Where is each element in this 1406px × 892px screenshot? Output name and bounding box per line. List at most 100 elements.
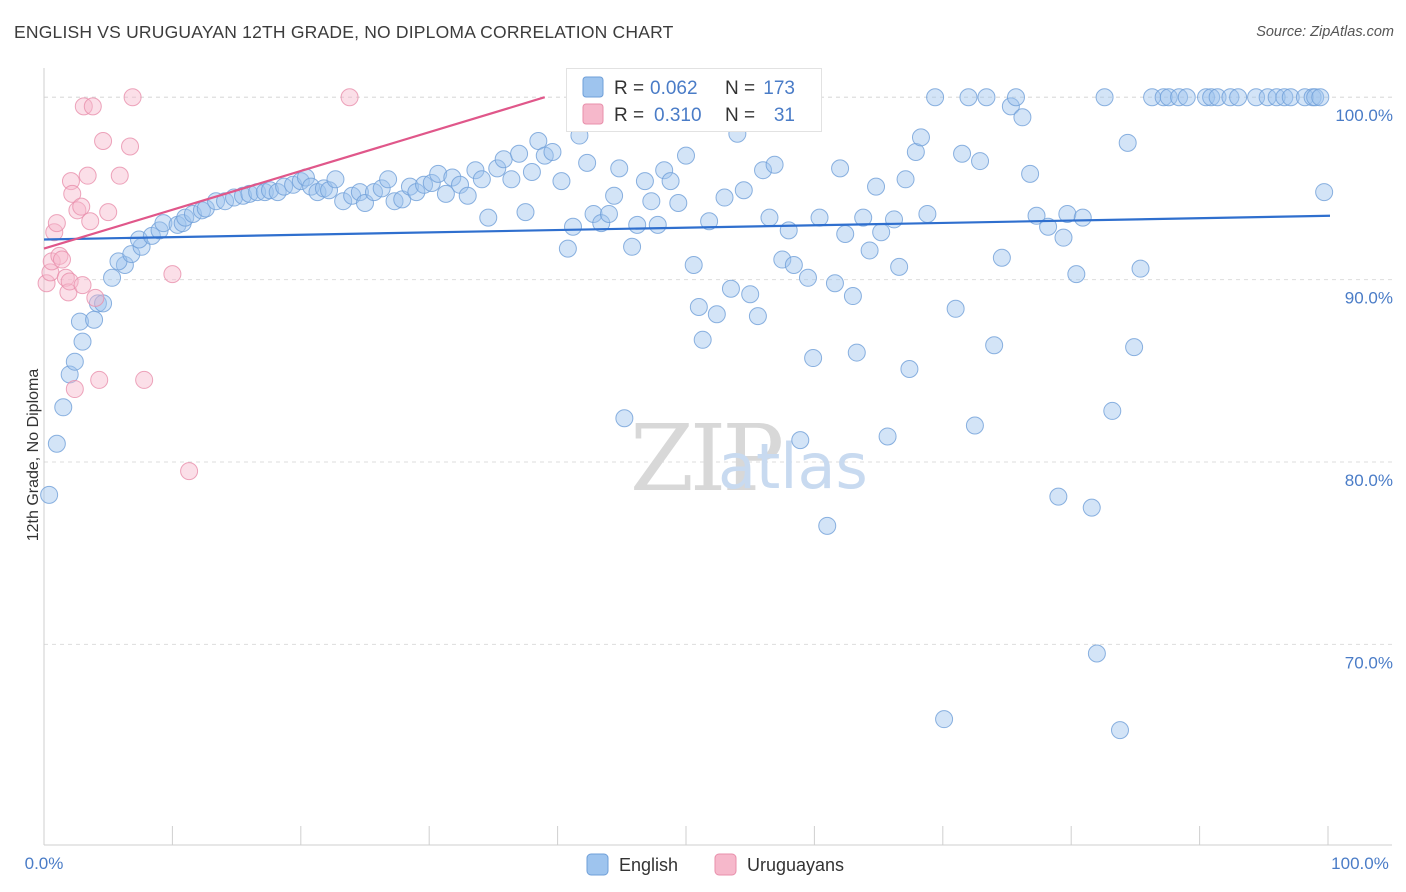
english-point (275, 177, 294, 196)
uruguayan-point (123, 88, 142, 107)
english-point (1221, 88, 1240, 107)
english-point (1306, 88, 1325, 107)
english-point (748, 307, 767, 326)
english-point (872, 223, 891, 242)
english-point (918, 204, 937, 223)
english-point (502, 170, 521, 189)
english-point (216, 192, 235, 211)
x-axis-ticks (43, 826, 1329, 845)
uruguayan-point (81, 212, 100, 231)
english-point (154, 214, 173, 233)
uruguayan-point (37, 274, 56, 293)
english-point (379, 170, 398, 189)
english-point (1125, 338, 1144, 357)
english-point (429, 164, 448, 183)
x-tick-label-min: 0.0% (25, 854, 64, 873)
english-point (350, 183, 369, 202)
legend-english-label[interactable]: English (619, 855, 678, 875)
uruguayan-point (86, 288, 105, 307)
english-point (1049, 487, 1068, 506)
uruguayan-point (180, 462, 199, 481)
legend-english-swatch[interactable] (586, 853, 609, 876)
english-point (605, 186, 624, 205)
english-point (1202, 88, 1221, 107)
english-point (234, 186, 253, 205)
english-point (1073, 208, 1092, 227)
uruguayan-points (37, 88, 359, 481)
english-point (878, 427, 897, 446)
y-tick-label: 100.0% (1335, 106, 1393, 125)
english-points (40, 88, 1334, 740)
english-point (385, 192, 404, 211)
english-point (615, 409, 634, 428)
english-point (415, 175, 434, 194)
uruguayan-point (73, 276, 92, 295)
uruguayan-point (61, 172, 80, 191)
uruguayan-point (90, 370, 109, 389)
uruguayan-point (94, 132, 113, 151)
english-point (684, 256, 703, 275)
english-point (831, 159, 850, 178)
english-point (890, 257, 909, 276)
uruguayan-point (65, 380, 84, 399)
english-point (479, 208, 498, 227)
english-point (1315, 183, 1334, 202)
axes (43, 68, 1392, 846)
stats-legend: R = 0.062 N = 173 R = 0.310 N = 31 (566, 68, 822, 132)
english-point (818, 516, 837, 535)
y-tick-label: 80.0% (1345, 471, 1393, 490)
english-point (65, 352, 84, 371)
legend-uruguayans-label[interactable]: Uruguayans (747, 855, 844, 875)
english-point (965, 416, 984, 435)
english-point (291, 172, 310, 191)
uruguayan-point (78, 166, 97, 185)
y-tick-label: 70.0% (1345, 653, 1393, 672)
english-n-label: N = (725, 78, 755, 99)
english-point (896, 170, 915, 189)
english-point (1039, 217, 1058, 236)
english-point (592, 214, 611, 233)
english-point (700, 212, 719, 231)
gridlines (44, 96, 1392, 645)
english-point (693, 330, 712, 349)
english-point (1058, 204, 1077, 223)
english-point (1095, 88, 1114, 107)
english-point (1295, 88, 1314, 107)
english-point (372, 179, 391, 198)
english-point (784, 256, 803, 275)
uruguayan-point (110, 166, 129, 185)
uruguayan-point (135, 370, 154, 389)
uruguayan-n-value: 31 (774, 105, 795, 126)
english-point (1177, 88, 1196, 107)
english-point (472, 170, 491, 189)
english-point (1067, 265, 1086, 284)
english-point (721, 279, 740, 298)
english-point (1103, 401, 1122, 420)
english-point (85, 310, 104, 329)
english-point (578, 153, 597, 172)
english-point (985, 336, 1004, 355)
english-point (779, 221, 798, 240)
english-point (1281, 88, 1300, 107)
english-point (773, 250, 792, 269)
english-point (494, 150, 513, 169)
watermark: ZIP atlas (630, 405, 868, 512)
english-point (510, 144, 529, 163)
legend-uruguayans-swatch[interactable] (714, 853, 737, 876)
english-trend-line (43, 214, 1331, 241)
english-point (1131, 259, 1150, 278)
series-legend: English Uruguayans (0, 850, 1406, 880)
english-point (642, 192, 661, 211)
english-point (689, 297, 708, 316)
english-point (1154, 88, 1173, 107)
series-legend-svg: English Uruguayans (586, 853, 844, 876)
english-point (900, 359, 919, 378)
english-point (669, 194, 688, 213)
english-r-value: 0.062 (650, 78, 698, 99)
watermark-zip: ZIP (630, 405, 781, 512)
english-point (422, 173, 441, 192)
english-point (1267, 88, 1286, 107)
english-point (754, 161, 773, 180)
trend-lines (43, 96, 1331, 250)
english-point (734, 181, 753, 200)
